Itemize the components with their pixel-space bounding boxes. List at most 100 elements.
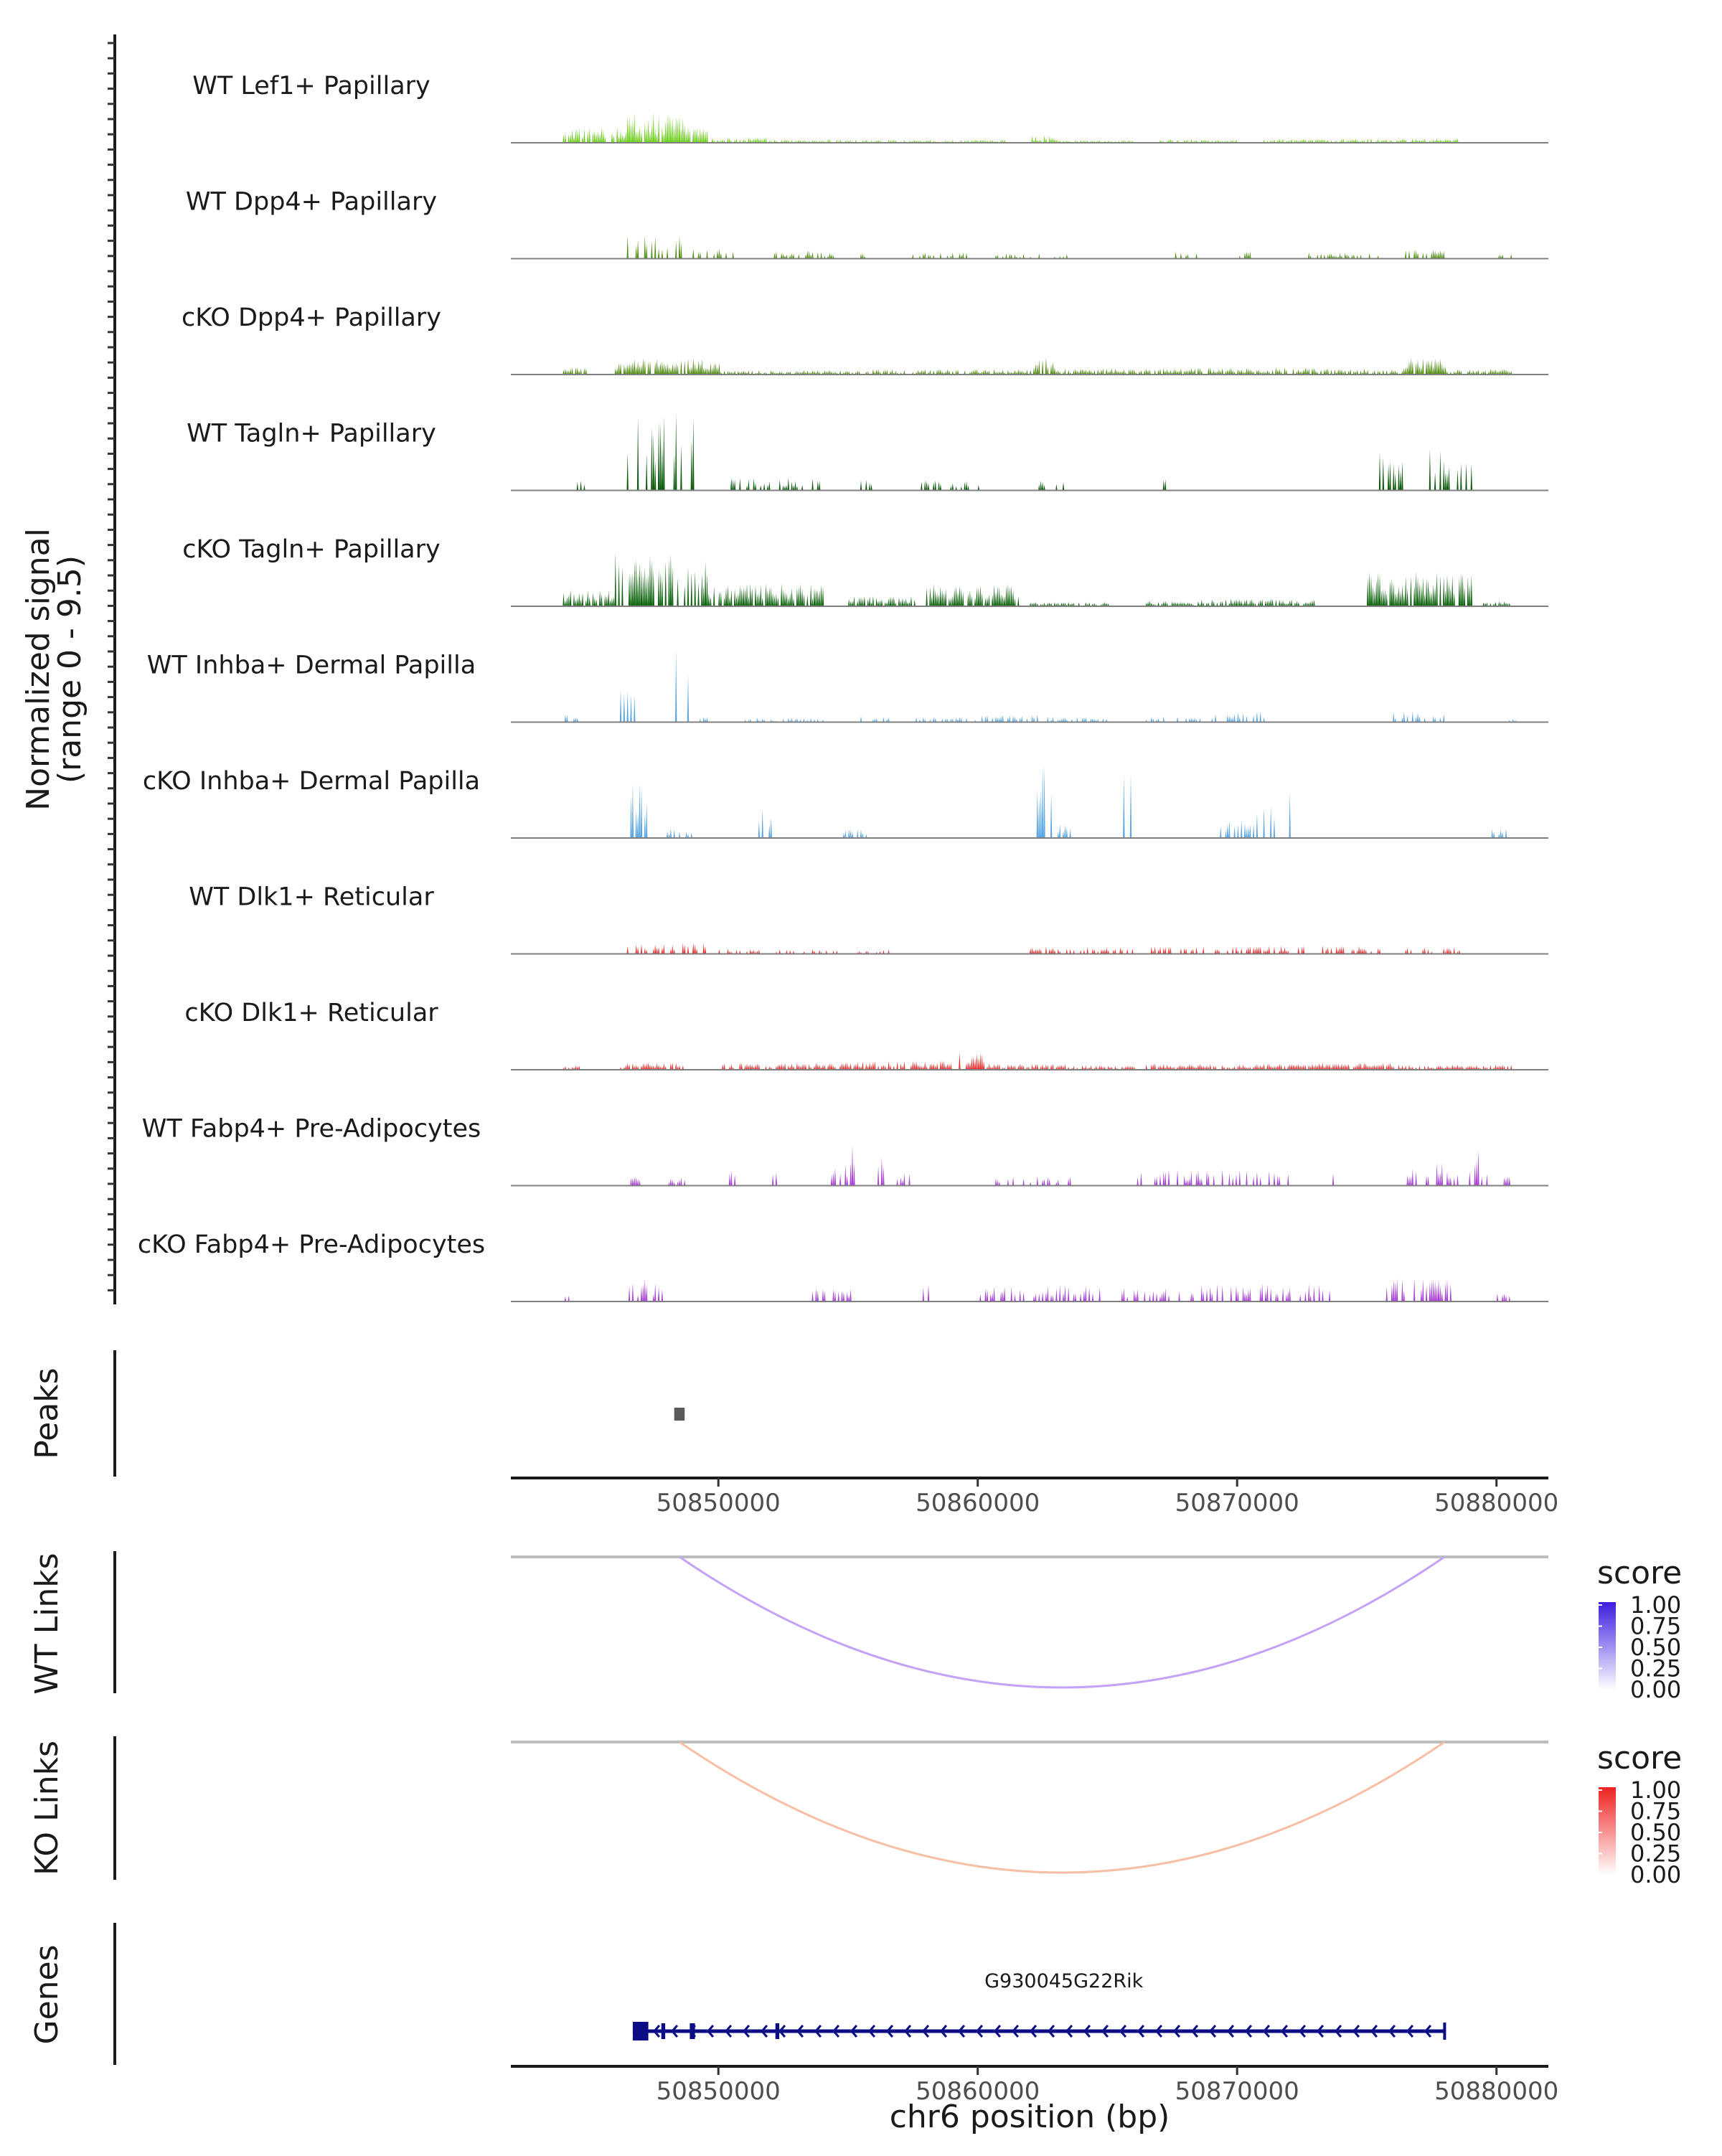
- coverage-track-label: WT Dpp4+ Papillary: [186, 188, 437, 217]
- coverage-track: WT Inhba+ Dermal Papilla: [147, 650, 1548, 723]
- x-tick-label: 50870000: [1175, 1489, 1299, 1517]
- ko-legend-colorbar: [1599, 1787, 1616, 1875]
- wt-legend-colorbar: [1599, 1602, 1616, 1690]
- coverage-track: WT Dpp4+ Papillary: [186, 188, 1548, 260]
- x-tick-label: 50870000: [1175, 2077, 1299, 2106]
- strand-arrow: [1154, 2025, 1163, 2038]
- gene-exon: [661, 2023, 666, 2039]
- coverage-track: WT Dlk1+ Reticular: [189, 883, 1548, 955]
- strand-arrow: [1119, 2025, 1127, 2038]
- x-tick-label: 50860000: [916, 2077, 1040, 2106]
- strand-arrow: [993, 2025, 1002, 2038]
- ko-links-label: KO Links: [29, 1741, 65, 1875]
- legend-tick-label: 0.25: [1630, 1840, 1681, 1868]
- coverage-track: WT Tagln+ Papillary: [187, 413, 1548, 491]
- coverage-track-label: cKO Tagln+ Papillary: [182, 535, 441, 564]
- coverage-track-label: WT Fabp4+ Pre-Adipocytes: [142, 1115, 481, 1144]
- legend-tick-label: 0.00: [1630, 1861, 1681, 1888]
- strand-arrow: [1172, 2025, 1181, 2038]
- coverage-track-label: cKO Fabp4+ Pre-Adipocytes: [138, 1230, 485, 1259]
- strand-arrow: [1388, 2025, 1396, 2038]
- coverage-track-label: cKO Dpp4+ Papillary: [182, 303, 441, 332]
- genes-label: Genes: [29, 1944, 65, 2044]
- strand-arrow: [1316, 2025, 1325, 2038]
- strand-arrow: [1424, 2025, 1432, 2038]
- ko-link-arc: [679, 1741, 1446, 1874]
- coverage-track: cKO Dlk1+ Reticular: [184, 999, 1548, 1070]
- wt-link-arc: [679, 1555, 1446, 1689]
- coverage-track-label: cKO Dlk1+ Reticular: [184, 999, 438, 1027]
- legend-tick-label: 1.00: [1630, 1591, 1681, 1619]
- strand-arrow: [1226, 2025, 1235, 2038]
- coverage-track: cKO Dpp4+ Papillary: [182, 303, 1548, 375]
- coverage-signal: [563, 552, 1510, 606]
- coverage-signal: [564, 650, 1518, 722]
- genes-panel: Genes G930045G22Rik 50850000 50860000 5087…: [29, 1923, 1558, 2135]
- ko-links-legend: score 1.000.750.500.250.00: [1597, 1740, 1682, 1888]
- x-tick-label: 50860000: [916, 1489, 1040, 1517]
- strand-arrow: [975, 2025, 984, 2038]
- coverage-y-title-line1: Normalized signal: [20, 528, 57, 811]
- coverage-signal: [564, 1279, 1511, 1301]
- strand-arrow: [1190, 2025, 1199, 2038]
- gene-model: G930045G22Rik: [632, 1970, 1446, 2040]
- peaks-panel: Peaks 50850000 50860000 50870000 50880000: [29, 1350, 1558, 1517]
- gene-name-label: G930045G22Rik: [984, 1970, 1144, 1992]
- peaks-marks: [674, 1408, 685, 1421]
- coverage-signal: [563, 1053, 1512, 1070]
- strand-arrow: [1029, 2025, 1038, 2038]
- legend-tick-label: 0.00: [1630, 1676, 1681, 1703]
- strand-arrow: [706, 2025, 715, 2038]
- coverage-track-label: WT Tagln+ Papillary: [187, 420, 436, 448]
- strand-arrow: [1298, 2025, 1307, 2038]
- coverage-panel: Normalized signal (range 0 - 9.5) WT Lef…: [20, 34, 1548, 1304]
- strand-arrow: [1280, 2025, 1289, 2038]
- strand-arrow: [832, 2025, 840, 2038]
- coverage-signal: [626, 235, 1512, 259]
- coverage-signal: [626, 943, 1461, 954]
- coverage-track: WT Fabp4+ Pre-Adipocytes: [142, 1115, 1548, 1187]
- strand-arrow: [814, 2025, 822, 2038]
- genes-x-ticks: 50850000 50860000 50870000 50880000: [657, 2066, 1558, 2106]
- strand-arrow: [724, 2025, 733, 2038]
- legend-tick-label: 0.50: [1630, 1634, 1681, 1661]
- coverage-signal: [630, 1145, 1510, 1186]
- coverage-track-label: WT Dlk1+ Reticular: [189, 883, 434, 912]
- strand-arrow: [850, 2025, 858, 2038]
- strand-arrow: [885, 2025, 894, 2038]
- strand-arrow: [652, 2025, 661, 2038]
- coverage-track: cKO Fabp4+ Pre-Adipocytes: [138, 1230, 1548, 1302]
- coverage-track: WT Lef1+ Papillary: [192, 72, 1548, 143]
- strand-arrow: [1244, 2025, 1253, 2038]
- strand-arrow: [1047, 2025, 1055, 2038]
- strand-arrow: [1352, 2025, 1360, 2038]
- strand-arrow: [1334, 2025, 1342, 2038]
- gene-exon: [632, 2022, 649, 2040]
- coverage-signal: [563, 357, 1512, 375]
- strand-arrow: [1065, 2025, 1073, 2038]
- x-tick-label: 50880000: [1434, 2077, 1558, 2106]
- coverage-track: cKO Tagln+ Papillary: [182, 535, 1548, 607]
- coverage-y-title: Normalized signal (range 0 - 9.5): [20, 528, 88, 811]
- coverage-track: cKO Inhba+ Dermal Papilla: [143, 765, 1548, 839]
- strand-arrow: [1011, 2025, 1020, 2038]
- x-axis-title: chr6 position (bp): [890, 2099, 1170, 2135]
- wt-legend-title: score: [1597, 1555, 1682, 1591]
- ko-legend-ticks: 1.000.750.500.250.00: [1599, 1776, 1681, 1888]
- peaks-label: Peaks: [29, 1367, 65, 1459]
- coverage-signal: [563, 111, 1459, 143]
- strand-arrow: [957, 2025, 966, 2038]
- strand-arrow: [1262, 2025, 1271, 2038]
- wt-links-label: WT Links: [29, 1553, 65, 1694]
- peak-region: [674, 1408, 685, 1421]
- coverage-y-ticks: [108, 42, 115, 1291]
- strand-arrow: [1406, 2025, 1414, 2038]
- strand-arrow: [778, 2025, 786, 2038]
- strand-arrow: [1208, 2025, 1217, 2038]
- strand-arrow: [796, 2025, 804, 2038]
- legend-tick-label: 1.00: [1630, 1776, 1681, 1804]
- gene-exon: [690, 2023, 695, 2039]
- strand-arrow: [670, 2025, 679, 2038]
- peaks-x-ticks: 50850000 50860000 50870000 50880000: [657, 1478, 1558, 1517]
